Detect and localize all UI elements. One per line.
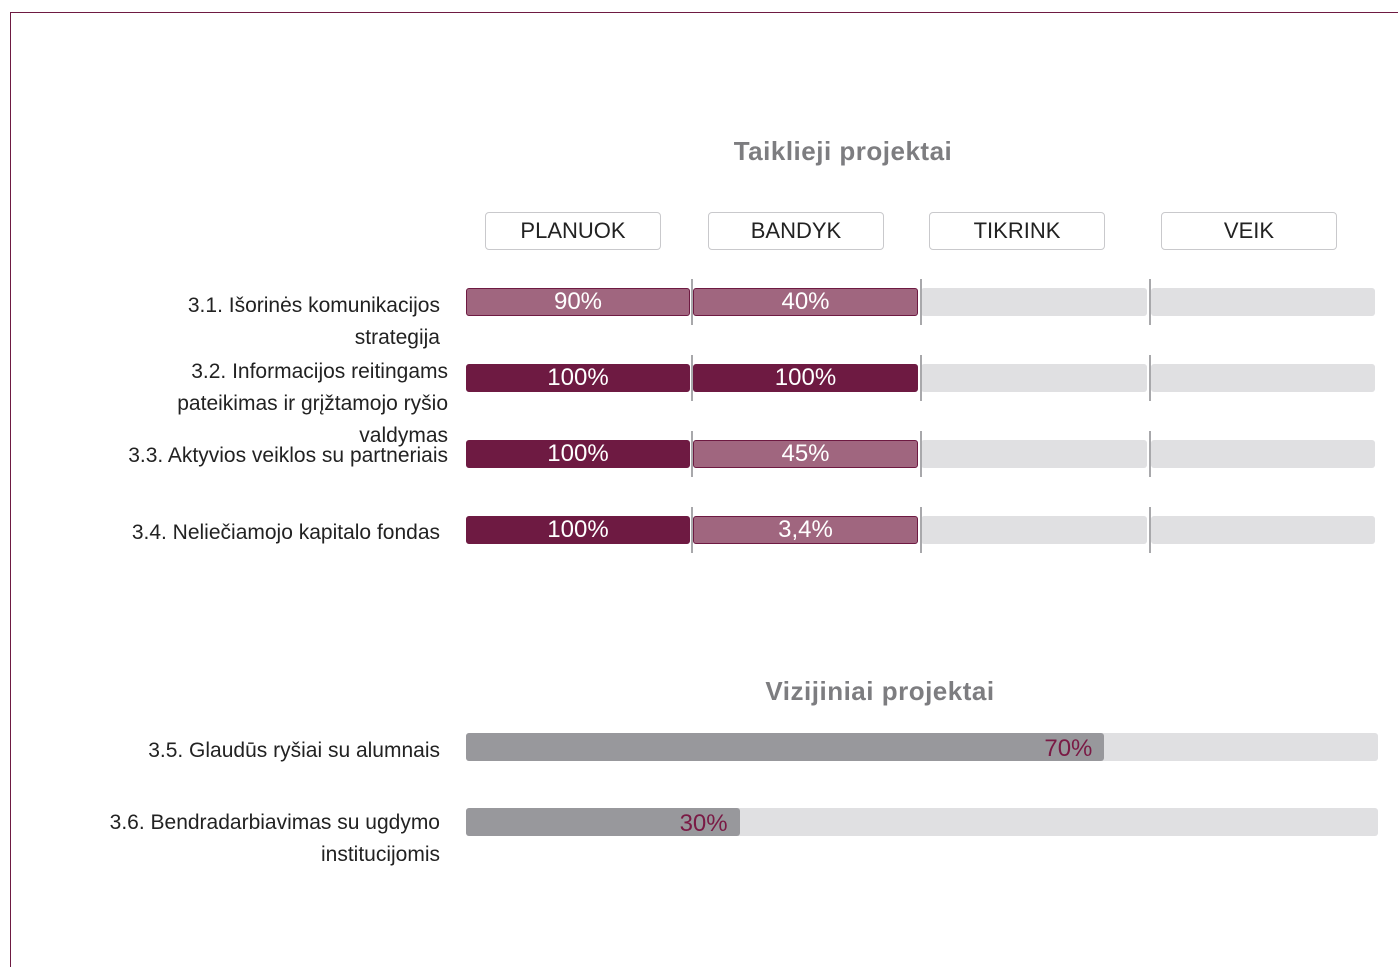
progress-bar [693, 288, 918, 316]
value-label: 100% [547, 440, 609, 467]
progress-bar [693, 516, 918, 544]
separator [691, 355, 693, 401]
row-label: 3.1. Išorinės komunikacijos strategija [187, 294, 440, 349]
value-label: 30% [679, 810, 728, 837]
value-label: 70% [1044, 735, 1093, 762]
track [1151, 364, 1375, 392]
stage-button: BANDYK [708, 212, 884, 250]
progress-bar [466, 288, 690, 316]
row-label: 3.6. Bendradarbiavimas su ugdymo institu… [109, 811, 440, 866]
progress-bar [466, 808, 740, 836]
separator [691, 279, 693, 325]
stage-button: TIKRINK [929, 212, 1105, 250]
stage-button: VEIK [1161, 212, 1337, 250]
separator [920, 279, 922, 325]
value-label: 90% [553, 288, 603, 315]
track [921, 440, 1147, 468]
track [921, 364, 1147, 392]
value-label: 100% [774, 364, 837, 391]
separator [920, 355, 922, 401]
progress-bar [466, 733, 1105, 761]
separator [1149, 507, 1151, 553]
progress-bar [466, 440, 690, 468]
separator [1149, 355, 1151, 401]
progress-bar [466, 364, 690, 392]
separator [1149, 431, 1151, 477]
progress-bar [693, 440, 918, 468]
value-label: 100% [547, 516, 609, 543]
track [921, 516, 1147, 544]
separator [691, 431, 693, 477]
row-label: 3.3. Aktyvios veiklos su partneriais [128, 444, 448, 467]
row-label: 3.5. Glaudūs ryšiai su alumnais [148, 739, 440, 762]
value-label: 45% [781, 440, 830, 467]
separator [691, 507, 693, 553]
track [1151, 516, 1375, 544]
value-label: 100% [547, 364, 609, 391]
track [1151, 440, 1375, 468]
frame [10, 12, 1398, 967]
row-label: 3.4. Neliečiamojo kapitalo fondas [131, 521, 440, 544]
value-label: 3,4% [778, 516, 833, 543]
track [1151, 288, 1375, 316]
separator [920, 507, 922, 553]
row-label: 3.2. Informacijos reitingams pateikimas … [177, 360, 448, 447]
section-title: Taiklieji projektai [733, 136, 953, 166]
progress-bar [466, 516, 690, 544]
value-label: 40% [781, 288, 830, 315]
section-title: Vizijiniai projektai [765, 676, 995, 706]
track [921, 288, 1147, 316]
separator [1149, 279, 1151, 325]
separator [920, 431, 922, 477]
stage-button: PLANUOK [485, 212, 661, 250]
progress-bar [693, 364, 918, 392]
